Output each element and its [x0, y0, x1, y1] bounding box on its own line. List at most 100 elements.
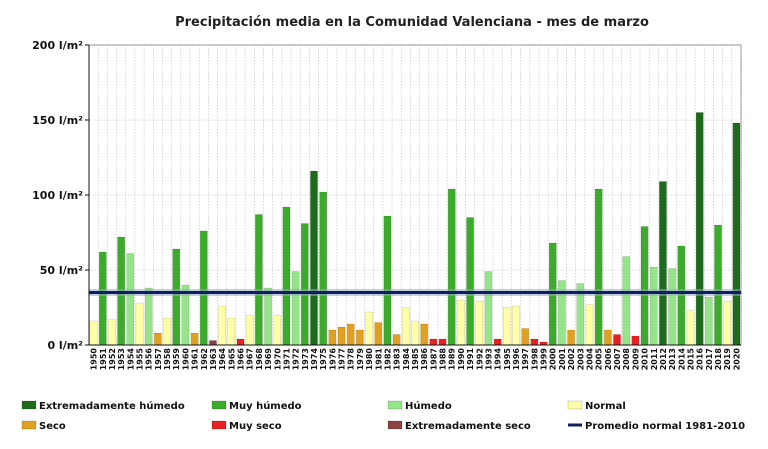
x-tick-label: 2007	[613, 348, 622, 370]
bar-2006: 2006: 10	[604, 329, 612, 346]
bar-1992: 1992: 29	[475, 301, 484, 346]
x-tick-label: 1952	[108, 348, 117, 370]
legend-swatch	[387, 400, 403, 410]
bar-1988: 1988: 4	[438, 338, 447, 346]
legend-label: Normal	[585, 401, 626, 412]
x-tick-label: 2013	[668, 348, 677, 370]
x-tick-label: 1960	[181, 348, 190, 371]
x-tick-label: 1966	[237, 348, 246, 371]
x-tick-label: 1964	[218, 348, 227, 371]
x-tick-label: 1969	[264, 348, 273, 371]
legend-item-E: Extremadamente seco	[387, 420, 531, 432]
legend-item-N: Normal	[567, 400, 626, 412]
bar-2019: 2019: 29	[723, 301, 732, 346]
bar-1962: 1962: 76	[200, 230, 208, 346]
x-tick-label: 1950	[90, 348, 99, 371]
x-tick-label: 1977	[338, 348, 347, 370]
bar-1954: 1954: 61	[126, 253, 135, 346]
x-tick-label: 2020	[732, 348, 741, 371]
bar-2018: 2018: 80	[714, 224, 722, 346]
x-tick-label: 2001	[558, 348, 567, 371]
bar-2012: 2012: 109	[659, 181, 667, 346]
x-tick-label: 2019	[723, 348, 732, 371]
x-tick-label: 1968	[255, 348, 264, 371]
bar-1969: 1969: 38	[264, 287, 272, 346]
bar-1987: 1987: 4	[429, 338, 438, 346]
bar-1990: 1990: 30	[457, 299, 465, 346]
bar-1951: 1951: 62	[98, 251, 107, 346]
legend-label: Muy seco	[229, 421, 282, 432]
bar-1958: 1958: 18	[163, 317, 171, 346]
x-tick-label: 1954	[126, 348, 135, 371]
bar-1998: 1998: 4	[530, 338, 539, 346]
bar-1974: 1974: 116	[310, 170, 318, 346]
y-tick-label: 200 l/m²	[32, 39, 83, 52]
bar-2009: 2009: 6	[631, 335, 640, 346]
legend-item-V: Muy seco	[211, 420, 282, 432]
x-tick-label: 1962	[200, 348, 209, 370]
x-tick-label: 1967	[246, 348, 255, 370]
legend-label: Promedio normal 1981-2010	[585, 421, 745, 432]
x-tick-label: 1984	[402, 348, 411, 371]
bar-1980: 1980: 22	[365, 311, 373, 346]
bar-1955: 1955: 28	[135, 302, 144, 346]
bar-1973: 1973: 81	[301, 223, 309, 346]
y-tick-label: 0 l/m²	[47, 339, 83, 352]
bar-2010: 2010: 79	[640, 226, 649, 346]
bar-1970: 1970: 20	[273, 314, 282, 346]
x-tick-label: 1951	[99, 348, 108, 371]
y-axis: 0 l/m² 50 l/m² 100 l/m² 150 l/m² 200 l/m²	[32, 39, 90, 352]
x-tick-label: 2009	[631, 348, 640, 371]
bar-1985: 1985: 16	[411, 320, 419, 346]
legend-swatch	[21, 400, 37, 410]
x-tick-label: 1987	[429, 348, 438, 370]
x-tick-label: 1953	[117, 348, 126, 370]
x-tick-label: 2006	[604, 348, 613, 371]
bar-1971: 1971: 92	[282, 206, 291, 346]
legend-label: Muy húmedo	[229, 400, 302, 412]
x-tick-label: 1971	[282, 348, 291, 371]
bar-1986: 1986: 14	[420, 323, 428, 346]
x-tick-label: 2008	[622, 348, 631, 371]
x-tick-label: 1999	[540, 348, 549, 371]
x-tick-label: 1980	[365, 348, 374, 371]
bar-1963: 1963: 3	[209, 340, 217, 346]
legend-item-H: Húmedo	[387, 400, 452, 412]
legend-item-L: Promedio normal 1981-2010	[568, 421, 745, 432]
bar-1984: 1984: 25	[402, 307, 410, 346]
x-tick-label: 2005	[595, 348, 604, 371]
x-tick-label: 1961	[191, 348, 200, 371]
x-tick-label: 2015	[686, 348, 695, 371]
bar-2013: 2013: 51	[668, 268, 676, 346]
bar-1952: 1952: 17	[108, 319, 116, 346]
x-tick-label: 1970	[273, 348, 282, 371]
x-tick-label: 1990	[457, 348, 466, 371]
y-tick-label: 100 l/m²	[32, 189, 83, 202]
bar-1977: 1977: 12	[337, 326, 346, 346]
bar-1989: 1989: 104	[447, 188, 456, 346]
x-tick-label: 2017	[705, 348, 714, 370]
bar-1994: 1994: 4	[493, 338, 502, 346]
x-tick-label: 1988	[439, 348, 448, 371]
bar-2017: 2017: 32	[705, 296, 713, 346]
bar-1995: 1995: 25	[503, 307, 511, 346]
x-tick-label: 1996	[512, 348, 521, 371]
x-tick-label: 1983	[393, 348, 402, 370]
bar-1996: 1996: 26	[512, 305, 520, 346]
x-tick-label: 2014	[677, 348, 686, 371]
x-tick-label: 1995	[503, 348, 512, 371]
legend-label: Seco	[39, 421, 66, 432]
x-tick-label: 1989	[448, 348, 457, 371]
x-tick-label: 1956	[145, 348, 154, 371]
x-tick-label: 1994	[494, 348, 503, 371]
x-tick-label: 1982	[383, 348, 392, 370]
x-tick-label: 1959	[172, 348, 181, 371]
legend-item-M: Muy húmedo	[211, 400, 302, 412]
bar-2007: 2007: 7	[613, 334, 621, 346]
bar-1965: 1965: 18	[227, 317, 236, 346]
x-tick-label: 1974	[310, 348, 319, 371]
bar-1991: 1991: 85	[466, 217, 474, 346]
x-tick-label: 2016	[696, 348, 705, 371]
